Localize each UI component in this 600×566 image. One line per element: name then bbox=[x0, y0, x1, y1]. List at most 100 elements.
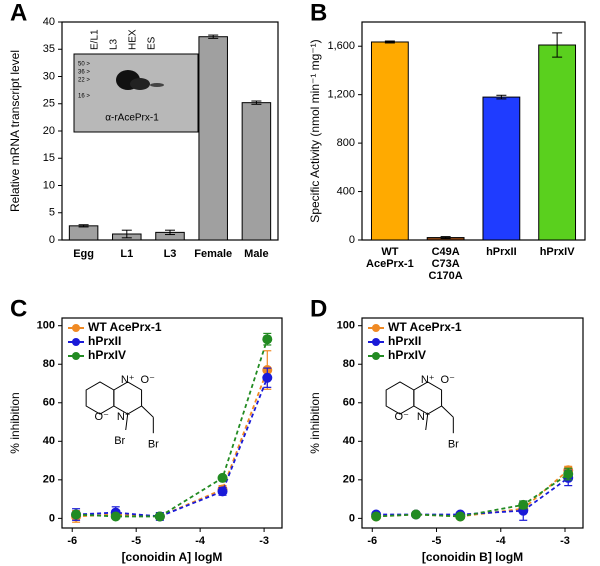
series-line bbox=[76, 338, 269, 518]
x-tick-label: Female bbox=[194, 248, 232, 260]
lane-label: HEX bbox=[128, 29, 139, 50]
lane-label: ES bbox=[147, 36, 158, 50]
structure-label: N⁺ bbox=[421, 374, 435, 386]
inset-caption: α-rAcePrx-1 bbox=[105, 113, 159, 124]
structure-label: N⁺ bbox=[121, 374, 135, 386]
y-tick-label: 25 bbox=[43, 98, 55, 110]
legend-marker bbox=[72, 338, 80, 346]
y-tick-label: 5 bbox=[49, 207, 55, 219]
x-axis-label: [conoidin B] logM bbox=[422, 550, 523, 564]
legend-label: hPrxII bbox=[388, 334, 421, 348]
plot-frame bbox=[61, 317, 283, 529]
y-axis-label: % inhibition bbox=[8, 392, 22, 453]
structure-label: O⁻ bbox=[141, 374, 156, 386]
x-tick-label: C170A bbox=[429, 270, 463, 282]
x-tick-label: hPrxIV bbox=[540, 246, 576, 258]
bar bbox=[198, 36, 228, 241]
structure-ring bbox=[113, 381, 143, 415]
bar bbox=[482, 96, 521, 241]
x-tick-label: -4 bbox=[496, 535, 507, 547]
legend-marker bbox=[72, 324, 80, 332]
legend-label: hPrxII bbox=[88, 334, 121, 348]
structure-label: O⁻ bbox=[441, 374, 456, 386]
data-point bbox=[217, 472, 228, 483]
y-tick-label: 1,200 bbox=[327, 89, 355, 101]
y-axis-label: % inhibition bbox=[308, 392, 322, 453]
data-point bbox=[563, 469, 574, 480]
data-point bbox=[154, 511, 165, 522]
y-tick-label: 20 bbox=[343, 474, 355, 486]
data-point bbox=[410, 509, 421, 520]
x-tick-label: AcePrx-1 bbox=[366, 258, 414, 270]
structure-bond bbox=[141, 405, 154, 418]
structure-label: Br bbox=[148, 438, 159, 450]
x-tick-label: -5 bbox=[131, 535, 141, 547]
legend-label: hPrxIV bbox=[388, 348, 426, 362]
y-tick-label: 20 bbox=[43, 474, 55, 486]
x-tick-label: Male bbox=[244, 248, 268, 260]
bar bbox=[68, 225, 99, 241]
series-line bbox=[376, 477, 569, 516]
y-tick-label: 0 bbox=[49, 234, 55, 246]
x-tick-label: C49A bbox=[432, 246, 460, 258]
y-tick-label: 400 bbox=[337, 185, 355, 197]
bar bbox=[241, 102, 272, 241]
structure-label: O⁻ bbox=[95, 411, 110, 423]
x-tick-label: L3 bbox=[164, 248, 177, 260]
x-tick-label: -3 bbox=[259, 535, 269, 547]
bar bbox=[370, 41, 409, 241]
y-tick-label: 40 bbox=[343, 435, 355, 447]
legend-label: WT AcePrx-1 bbox=[388, 320, 462, 334]
data-point bbox=[518, 499, 529, 510]
x-tick-label: Egg bbox=[73, 248, 94, 260]
plot-frame bbox=[361, 317, 584, 529]
y-axis-label: Relative mRNA transcript level bbox=[8, 50, 22, 212]
y-tick-label: 35 bbox=[43, 43, 55, 55]
x-tick-label: C73A bbox=[432, 258, 460, 270]
data-point bbox=[371, 511, 382, 522]
structure-bond bbox=[425, 413, 429, 431]
panel-letter: A bbox=[10, 0, 27, 26]
y-tick-label: 10 bbox=[43, 179, 55, 191]
y-tick-label: 40 bbox=[43, 16, 55, 28]
structure-label: N⁺ bbox=[117, 411, 131, 423]
x-tick-label: -6 bbox=[367, 535, 377, 547]
structure-ring bbox=[385, 381, 415, 415]
data-point bbox=[455, 511, 466, 522]
data-point bbox=[262, 334, 273, 345]
structure-ring bbox=[85, 381, 115, 415]
x-tick-label: -5 bbox=[432, 535, 442, 547]
y-tick-label: 30 bbox=[43, 70, 55, 82]
marker-label: 16 > bbox=[78, 94, 90, 100]
x-tick-label: hPrxII bbox=[486, 246, 517, 258]
x-tick-label: -6 bbox=[67, 535, 77, 547]
blot-band bbox=[130, 78, 150, 90]
x-tick-label: -3 bbox=[560, 535, 570, 547]
data-point bbox=[262, 372, 273, 383]
x-tick-label: WT bbox=[381, 246, 398, 258]
structure-bond bbox=[441, 405, 454, 418]
data-point bbox=[71, 509, 82, 520]
data-point bbox=[217, 486, 228, 497]
legend-marker bbox=[72, 352, 80, 360]
y-tick-label: 60 bbox=[43, 397, 55, 409]
panel-letter: B bbox=[310, 0, 327, 26]
series-line bbox=[76, 369, 269, 518]
data-point bbox=[110, 511, 121, 522]
y-tick-label: 40 bbox=[43, 435, 55, 447]
panel-letter: C bbox=[10, 295, 27, 322]
bar bbox=[538, 44, 577, 241]
legend-marker bbox=[372, 324, 380, 332]
lane-label: L3 bbox=[109, 38, 120, 50]
structure-label: O⁻ bbox=[395, 411, 410, 423]
panel-letter: D bbox=[310, 295, 327, 322]
lane-label: E/L1 bbox=[90, 29, 101, 50]
inset-blot bbox=[73, 53, 199, 133]
series-line bbox=[76, 377, 269, 518]
y-tick-label: 20 bbox=[43, 125, 55, 137]
plot-frame bbox=[361, 21, 586, 241]
x-tick-label: -4 bbox=[195, 535, 206, 547]
marker-label: 36 > bbox=[78, 70, 90, 76]
y-tick-label: 80 bbox=[343, 358, 355, 370]
